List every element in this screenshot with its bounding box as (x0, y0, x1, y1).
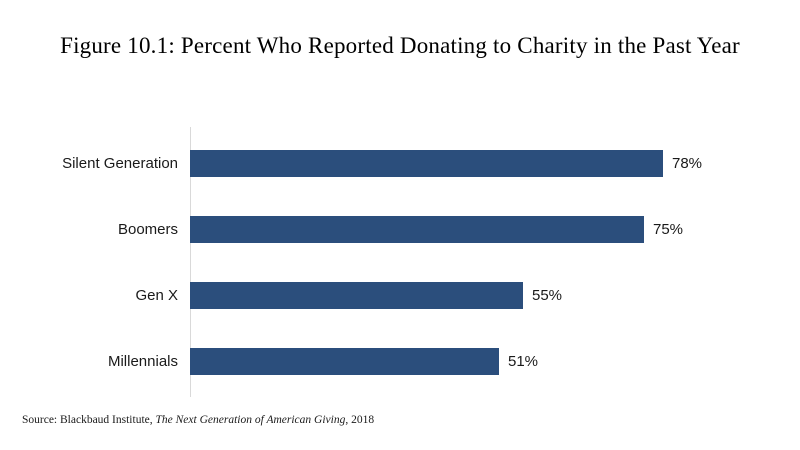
bar (190, 281, 523, 309)
category-label: Boomers (117, 220, 178, 238)
value-label: 55% (532, 286, 563, 304)
value-label: 75% (653, 220, 684, 238)
source-suffix: , 2018 (345, 414, 375, 426)
bar-track: 55% (190, 262, 800, 328)
value-label: 51% (508, 352, 539, 370)
bar-row: Gen X 55% (0, 262, 800, 328)
chart-title: Figure 10.1: Percent Who Reported Donati… (60, 33, 740, 58)
bar-track: 78% (190, 130, 800, 196)
category-label: Silent Generation (62, 154, 178, 172)
source-prefix: Source: Blackbaud Institute, (22, 414, 156, 426)
bar-row: Millennials 51% (0, 328, 800, 394)
category-label: Millennials (107, 352, 178, 370)
bar (190, 347, 499, 375)
bar-track: 51% (190, 328, 800, 394)
category-label: Gen X (135, 286, 178, 304)
bar-row: Silent Generation 78% (0, 130, 800, 196)
source-work-title: The Next Generation of American Giving (155, 414, 346, 426)
value-label: 78% (672, 154, 703, 172)
bar (190, 149, 663, 177)
plot-area: Silent Generation 78% Boomers 75% Gen X … (0, 127, 800, 397)
bar-row: Boomers 75% (0, 196, 800, 262)
category-axis-line (190, 127, 191, 397)
source-citation: Source: Blackbaud Institute, The Next Ge… (22, 414, 374, 426)
bar-track: 75% (190, 196, 800, 262)
bar (190, 215, 644, 243)
